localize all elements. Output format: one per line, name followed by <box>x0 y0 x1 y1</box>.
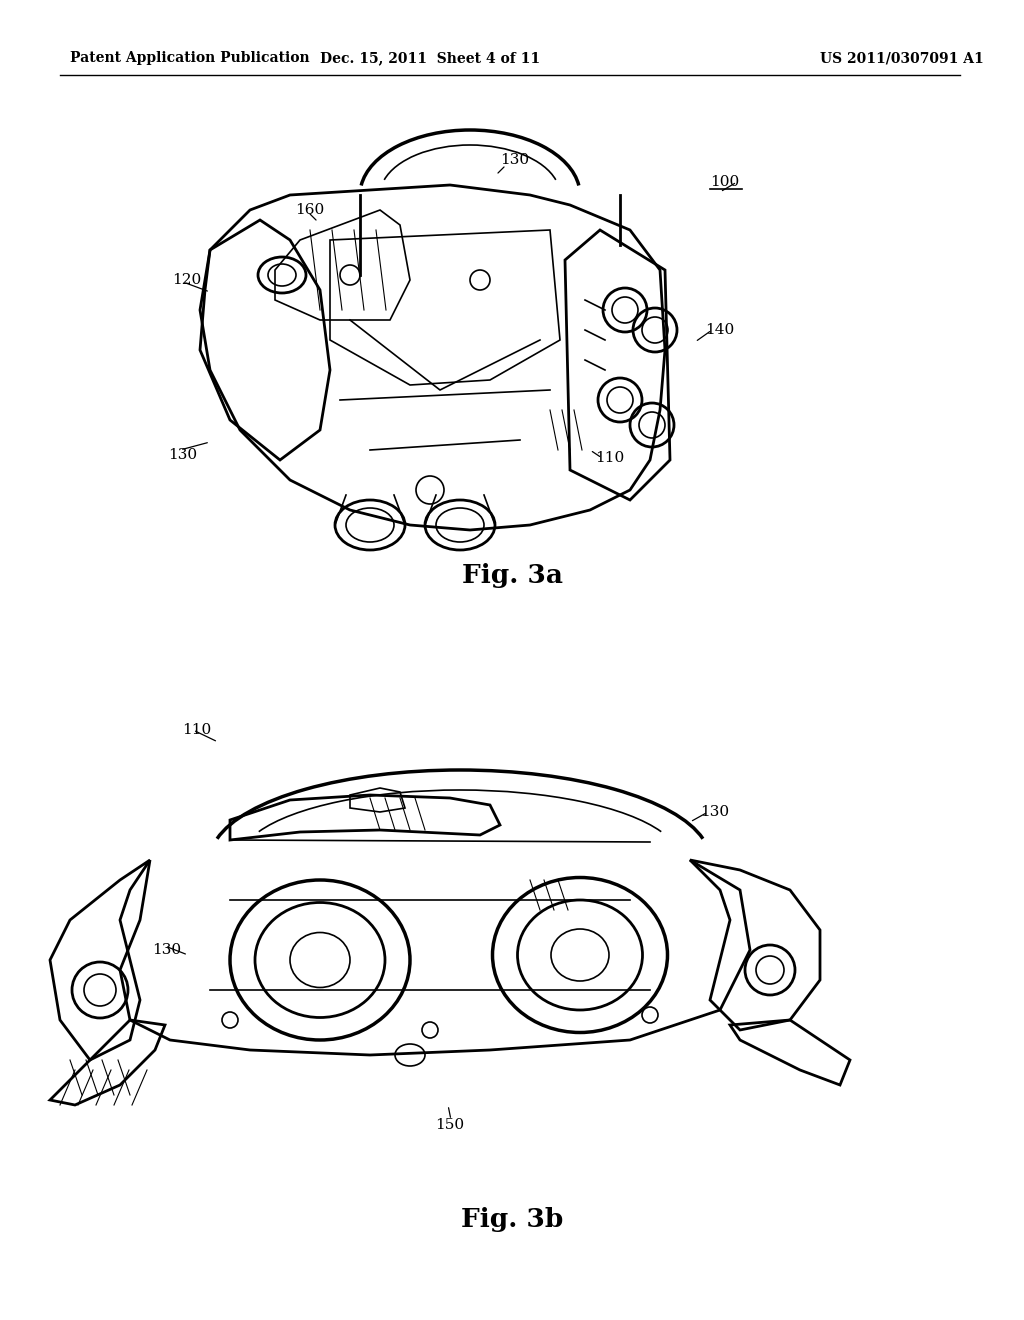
Text: 110: 110 <box>595 451 625 465</box>
Text: 110: 110 <box>182 723 211 737</box>
Text: 100: 100 <box>710 176 739 189</box>
Text: 130: 130 <box>700 805 729 818</box>
Text: Patent Application Publication: Patent Application Publication <box>70 51 309 65</box>
Text: 120: 120 <box>172 273 202 286</box>
Text: 130: 130 <box>168 447 198 462</box>
Text: Dec. 15, 2011  Sheet 4 of 11: Dec. 15, 2011 Sheet 4 of 11 <box>319 51 540 65</box>
Text: US 2011/0307091 A1: US 2011/0307091 A1 <box>820 51 984 65</box>
Text: 130: 130 <box>500 153 529 168</box>
Text: Fig. 3b: Fig. 3b <box>461 1208 563 1233</box>
Text: 140: 140 <box>705 323 734 337</box>
Text: Fig. 3a: Fig. 3a <box>462 562 562 587</box>
Text: 160: 160 <box>295 203 325 216</box>
Text: 150: 150 <box>435 1118 464 1133</box>
Text: 130: 130 <box>152 942 181 957</box>
